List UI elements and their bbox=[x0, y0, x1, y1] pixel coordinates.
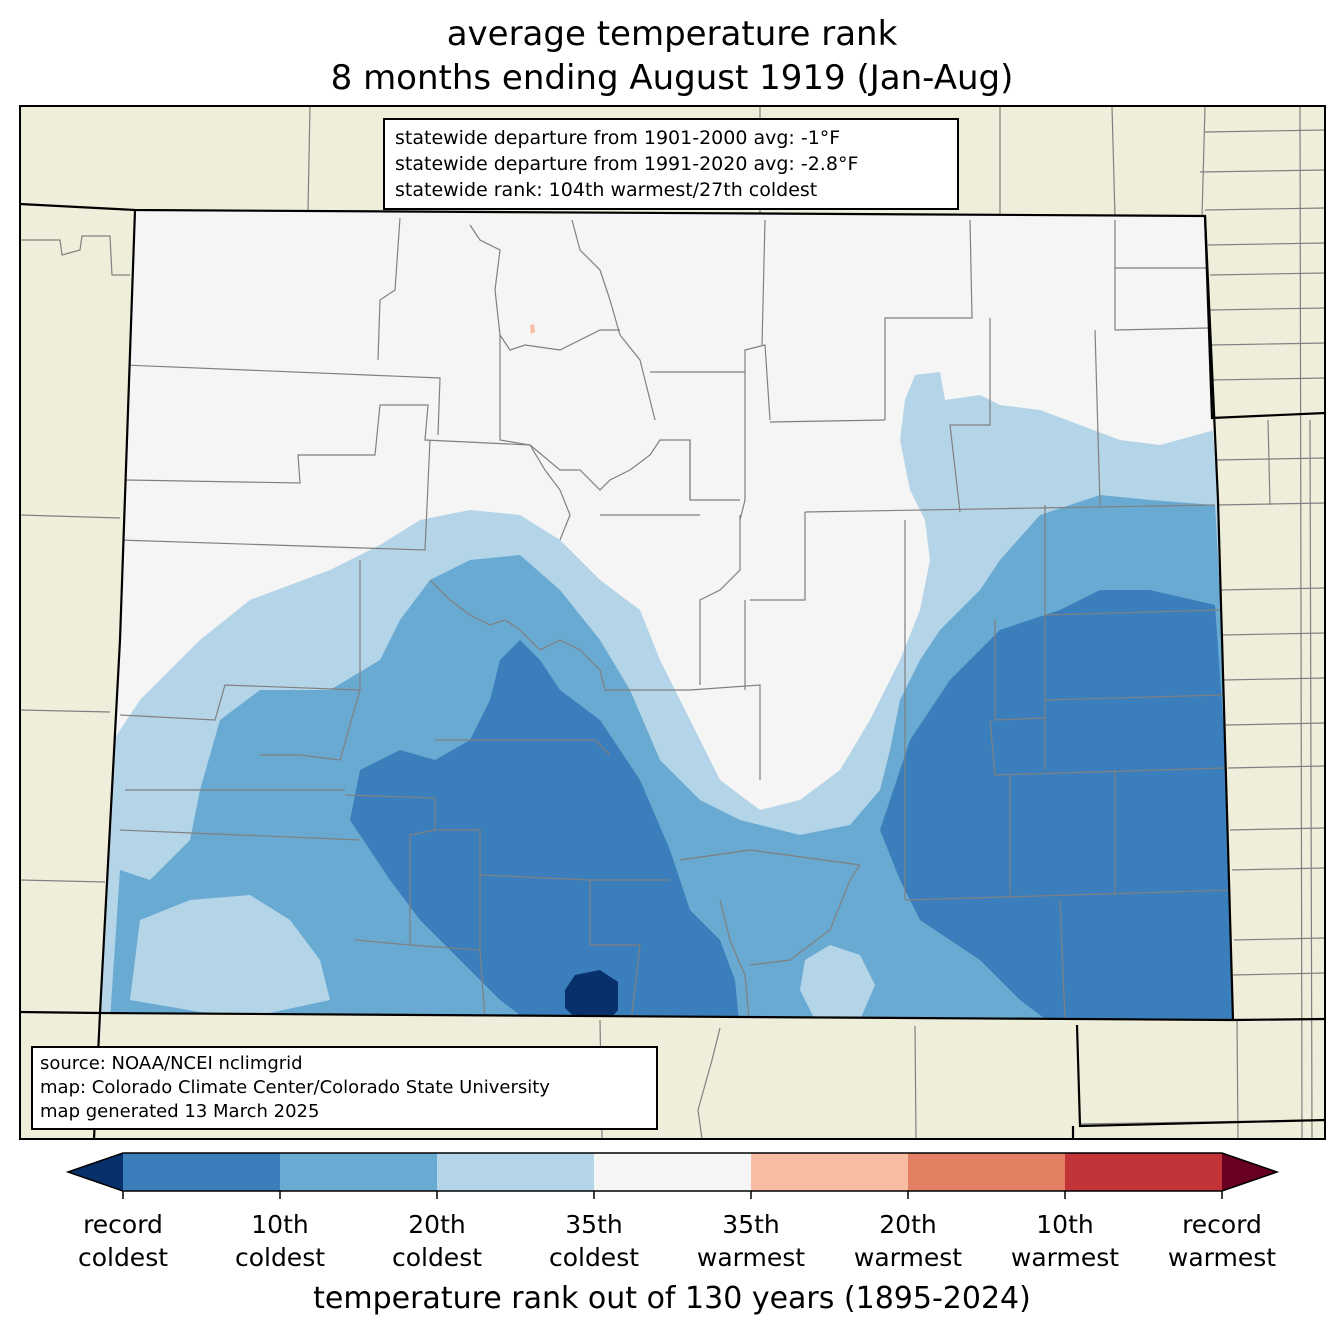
rank-area-10th-coldest-sw bbox=[350, 640, 740, 1020]
colorbar-tick-label-rank: 10th bbox=[251, 1210, 309, 1239]
colorbar-tick-label: 20th warmest bbox=[828, 1208, 988, 1274]
rank-area-record-coldest bbox=[565, 970, 618, 1020]
source-line: source: NOAA/NCEI nclimgrid bbox=[40, 1053, 303, 1074]
colorbar-tick-label-kind: warmest bbox=[1010, 1243, 1120, 1272]
colorbar-tick-label-kind: coldest bbox=[548, 1243, 640, 1272]
rank-contours bbox=[100, 324, 1233, 1020]
colorbar-tick-label-rank: 10th bbox=[1036, 1210, 1094, 1239]
colorbar-bin-2 bbox=[280, 1153, 438, 1191]
source-box: source: NOAA/NCEI nclimgrid map: Colorad… bbox=[31, 1046, 658, 1130]
colorbar-tick-label-kind: warmest bbox=[853, 1243, 963, 1272]
colorbar-bin-5 bbox=[751, 1153, 909, 1191]
rank-area-35th-coldest-south bbox=[800, 945, 875, 1020]
colorbar-title: temperature rank out of 130 years (1895-… bbox=[313, 1281, 1031, 1316]
colorbar-arrow-record-warmest bbox=[1222, 1153, 1277, 1191]
colorbar-tick-label-rank: 20th bbox=[408, 1210, 466, 1239]
colorbar-tick-label-kind: coldest bbox=[77, 1243, 169, 1272]
colorbar-bin-4 bbox=[594, 1153, 752, 1191]
rank-area-35th-coldest-sw bbox=[130, 895, 330, 1015]
colorbar-tick-label-rank: record bbox=[83, 1210, 163, 1239]
rank-area-10th-coldest-east bbox=[880, 590, 1233, 1020]
colorbar-tick-label: 10th warmest bbox=[985, 1208, 1145, 1274]
colorbar-tick-label-rank: 20th bbox=[879, 1210, 937, 1239]
colorbar-tick-label: 10th coldest bbox=[200, 1208, 360, 1274]
rank-area-35th-coldest-w bbox=[280, 950, 310, 990]
colorbar-tick-label-kind: coldest bbox=[391, 1243, 483, 1272]
colorbar-tick-label-kind: warmest bbox=[1167, 1243, 1277, 1272]
colorbar-bin-1 bbox=[123, 1153, 281, 1191]
stats-rank: statewide rank: 104th warmest/27th colde… bbox=[395, 179, 818, 201]
stats-departure-1901-2000: statewide departure from 1901-2000 avg: … bbox=[395, 127, 841, 149]
colorbar-tick-label-rank: 35th bbox=[565, 1210, 623, 1239]
colorbar-tick-label-kind: warmest bbox=[696, 1243, 806, 1272]
colorbar-tick-label: 35th coldest bbox=[514, 1208, 674, 1274]
colorbar-tick-label: 20th coldest bbox=[357, 1208, 517, 1274]
colorbar-tick-label-kind: coldest bbox=[234, 1243, 326, 1272]
colorbar bbox=[65, 1152, 1280, 1199]
colorbar-bin-3 bbox=[437, 1153, 595, 1191]
colorbar-tick-label-rank: 35th bbox=[722, 1210, 780, 1239]
colorbar-tick-label: record warmest bbox=[1142, 1208, 1302, 1274]
map-subtitle: 8 months ending August 1919 (Jan-Aug) bbox=[330, 58, 1014, 98]
colorbar-bin-7 bbox=[1065, 1153, 1223, 1191]
map-title: average temperature rank bbox=[446, 14, 898, 54]
stats-departure-1991-2020: statewide departure from 1991-2020 avg: … bbox=[395, 153, 859, 175]
colorbar-tick-label: record coldest bbox=[43, 1208, 203, 1274]
map-credit-line: map: Colorado Climate Center/Colorado St… bbox=[40, 1077, 550, 1098]
statewide-stats-box: statewide departure from 1901-2000 avg: … bbox=[383, 118, 959, 210]
colorbar-tick-label: 35th warmest bbox=[671, 1208, 831, 1274]
county-lines bbox=[119, 217, 1233, 1020]
generated-date-line: map generated 13 March 2025 bbox=[40, 1101, 320, 1122]
colorbar-bin-6 bbox=[908, 1153, 1066, 1191]
rank-area-35th-warmest-spot bbox=[530, 324, 535, 334]
map-frame-border bbox=[19, 105, 1326, 1140]
colorbar-tick-label-rank: record bbox=[1182, 1210, 1262, 1239]
colorbar-arrow-record-coldest bbox=[68, 1153, 123, 1191]
